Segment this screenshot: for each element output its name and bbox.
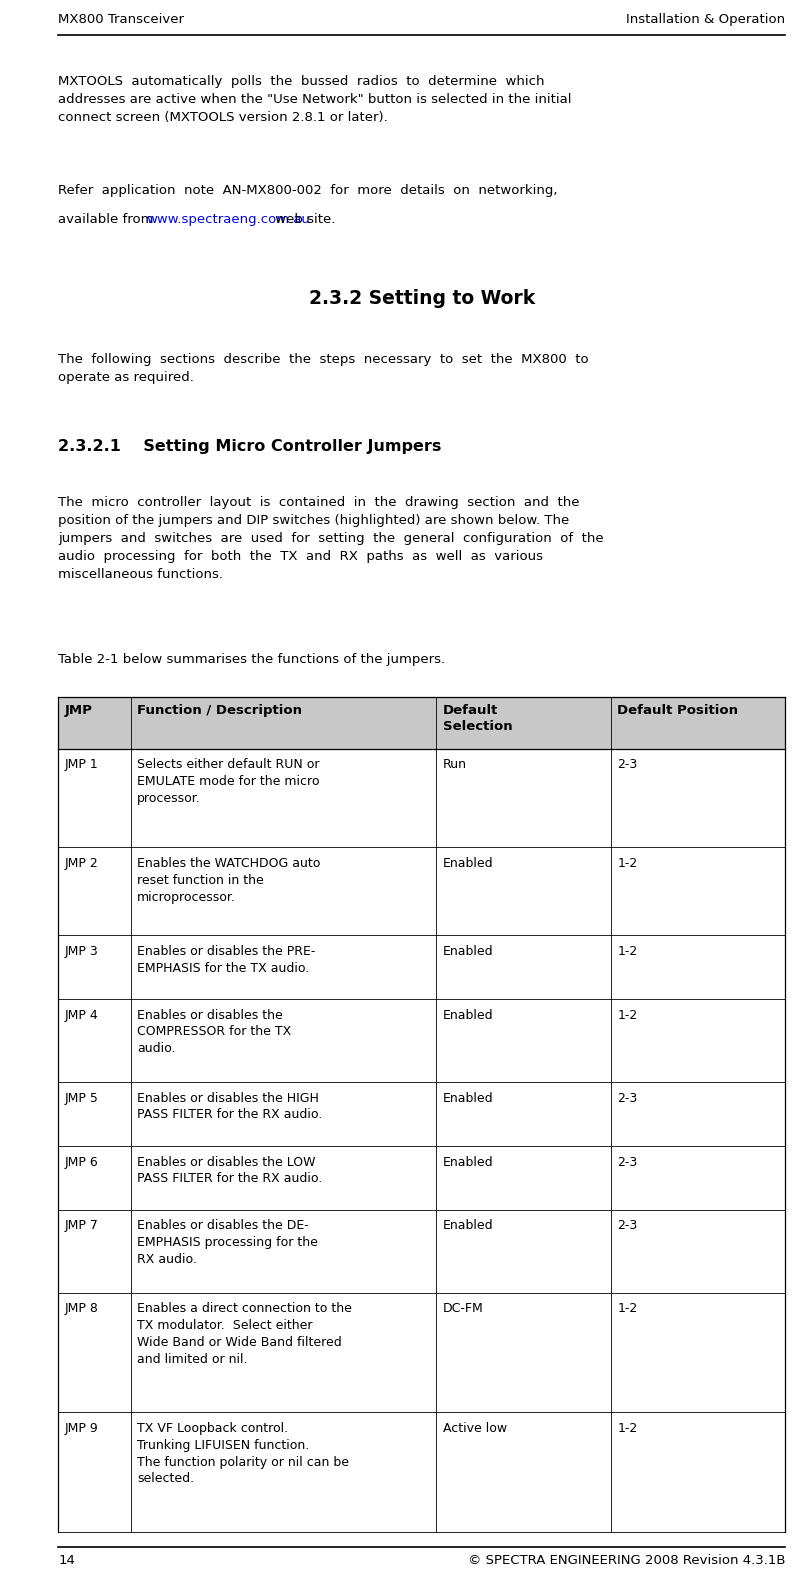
Text: JMP 8: JMP 8 bbox=[65, 1302, 99, 1315]
Text: JMP 9: JMP 9 bbox=[65, 1422, 99, 1435]
Text: JMP 7: JMP 7 bbox=[65, 1219, 99, 1232]
Text: 2.3.2 Setting to Work: 2.3.2 Setting to Work bbox=[309, 289, 535, 308]
Text: JMP 6: JMP 6 bbox=[65, 1156, 99, 1168]
Text: © SPECTRA ENGINEERING 2008 Revision 4.3.1B: © SPECTRA ENGINEERING 2008 Revision 4.3.… bbox=[468, 1555, 785, 1567]
Text: Enabled: Enabled bbox=[443, 1092, 494, 1104]
Text: Enables or disables the LOW
PASS FILTER for the RX audio.: Enables or disables the LOW PASS FILTER … bbox=[137, 1156, 322, 1186]
Text: MX800 Transceiver: MX800 Transceiver bbox=[58, 13, 184, 26]
Text: MXTOOLS  automatically  polls  the  bussed  radios  to  determine  which
address: MXTOOLS automatically polls the bussed r… bbox=[58, 75, 572, 123]
Text: Default Position: Default Position bbox=[617, 704, 739, 717]
Text: 2-3: 2-3 bbox=[617, 1156, 638, 1168]
Text: The  following  sections  describe  the  steps  necessary  to  set  the  MX800  : The following sections describe the step… bbox=[58, 353, 589, 383]
Text: Enabled: Enabled bbox=[443, 945, 494, 958]
Text: The  micro  controller  layout  is  contained  in  the  drawing  section  and  t: The micro controller layout is contained… bbox=[58, 496, 604, 581]
Text: 14: 14 bbox=[58, 1555, 75, 1567]
Text: Installation & Operation: Installation & Operation bbox=[626, 13, 785, 26]
Text: Default
Selection: Default Selection bbox=[443, 704, 512, 733]
Text: Enabled: Enabled bbox=[443, 857, 494, 870]
Text: Enables the WATCHDOG auto
reset function in the
microprocessor.: Enables the WATCHDOG auto reset function… bbox=[137, 857, 321, 903]
Text: Function / Description: Function / Description bbox=[137, 704, 302, 717]
Text: 1-2: 1-2 bbox=[617, 857, 638, 870]
Text: JMP 2: JMP 2 bbox=[65, 857, 99, 870]
Text: Enables or disables the
COMPRESSOR for the TX
audio.: Enables or disables the COMPRESSOR for t… bbox=[137, 1009, 292, 1055]
Text: JMP 4: JMP 4 bbox=[65, 1009, 99, 1021]
Text: www.spectraeng.com.au: www.spectraeng.com.au bbox=[147, 214, 310, 227]
Text: Run: Run bbox=[443, 758, 467, 771]
Text: Enables or disables the DE-
EMPHASIS processing for the
RX audio.: Enables or disables the DE- EMPHASIS pro… bbox=[137, 1219, 318, 1266]
Text: Enabled: Enabled bbox=[443, 1156, 494, 1168]
Text: JMP 1: JMP 1 bbox=[65, 758, 99, 771]
Text: DC-FM: DC-FM bbox=[443, 1302, 483, 1315]
Text: 2.3.2.1    Setting Micro Controller Jumpers: 2.3.2.1 Setting Micro Controller Jumpers bbox=[58, 439, 441, 453]
Text: Active low: Active low bbox=[443, 1422, 507, 1435]
Text: JMP: JMP bbox=[65, 704, 92, 717]
Text: 2-3: 2-3 bbox=[617, 1092, 638, 1104]
FancyBboxPatch shape bbox=[58, 697, 785, 749]
Text: 1-2: 1-2 bbox=[617, 1302, 638, 1315]
Text: web site.: web site. bbox=[271, 214, 335, 227]
Text: Refer  application  note  AN-MX800-002  for  more  details  on  networking,: Refer application note AN-MX800-002 for … bbox=[58, 184, 558, 196]
Text: Table 2-1 below summarises the functions of the jumpers.: Table 2-1 below summarises the functions… bbox=[58, 653, 445, 666]
Text: available from: available from bbox=[58, 214, 158, 227]
Text: 2-3: 2-3 bbox=[617, 758, 638, 771]
Text: Enabled: Enabled bbox=[443, 1009, 494, 1021]
Text: 1-2: 1-2 bbox=[617, 1422, 638, 1435]
Text: Enables or disables the HIGH
PASS FILTER for the RX audio.: Enables or disables the HIGH PASS FILTER… bbox=[137, 1092, 322, 1122]
Text: 1-2: 1-2 bbox=[617, 1009, 638, 1021]
Text: Selects either default RUN or
EMULATE mode for the micro
processor.: Selects either default RUN or EMULATE mo… bbox=[137, 758, 320, 804]
Text: JMP 5: JMP 5 bbox=[65, 1092, 99, 1104]
Text: JMP 3: JMP 3 bbox=[65, 945, 99, 958]
Text: Enables a direct connection to the
TX modulator.  Select either
Wide Band or Wid: Enables a direct connection to the TX mo… bbox=[137, 1302, 352, 1366]
Text: 1-2: 1-2 bbox=[617, 945, 638, 958]
Text: 2-3: 2-3 bbox=[617, 1219, 638, 1232]
Text: Enabled: Enabled bbox=[443, 1219, 494, 1232]
Text: Enables or disables the PRE-
EMPHASIS for the TX audio.: Enables or disables the PRE- EMPHASIS fo… bbox=[137, 945, 316, 975]
Text: TX VF Loopback control.
Trunking LIFUISEN function.
The function polarity or nil: TX VF Loopback control. Trunking LIFUISE… bbox=[137, 1422, 349, 1486]
